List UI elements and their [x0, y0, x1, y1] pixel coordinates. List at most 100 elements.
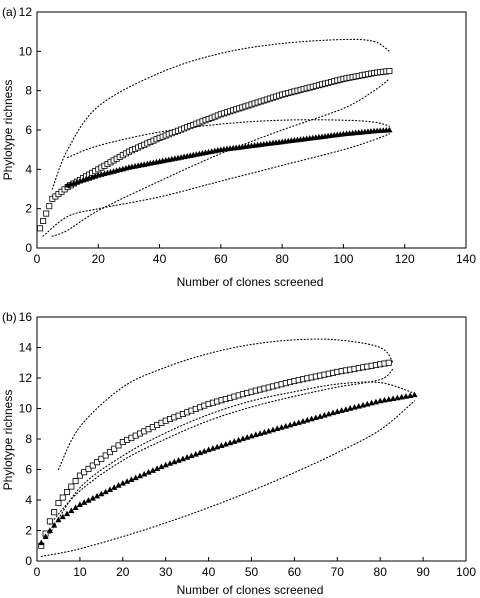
data-point-triangle: [196, 449, 204, 456]
x-tick-label: 140: [456, 252, 476, 266]
data-point-square: [55, 500, 62, 507]
data-point-triangle: [119, 480, 126, 486]
data-point-square: [89, 462, 96, 469]
x-tick-label: 40: [202, 565, 216, 579]
data-point-square: [98, 455, 105, 462]
data-point-triangle: [411, 391, 418, 398]
data-point-square: [51, 509, 58, 516]
data-point-triangle: [192, 451, 199, 457]
x-tick-label: 80: [275, 252, 289, 266]
data-point-triangle: [145, 469, 152, 475]
x-tick-label: 50: [245, 565, 259, 579]
data-point-triangle: [154, 465, 161, 471]
data-point-square: [85, 465, 92, 472]
data-point-triangle: [201, 448, 208, 454]
y-tick-label: 14: [19, 341, 33, 355]
data-point-triangle: [171, 458, 178, 465]
data-point-triangle: [179, 455, 186, 462]
x-tick-label: 10: [73, 565, 87, 579]
x-tick-label: 60: [288, 565, 302, 579]
y-tick-label: 0: [25, 554, 32, 568]
y-tick-label: 12: [19, 371, 33, 385]
data-point-square: [46, 518, 53, 525]
data-point-triangle: [76, 501, 83, 507]
data-point-triangle: [184, 454, 191, 460]
y-tick-label: 8: [25, 432, 32, 446]
confidence-bound-upper-2: [67, 119, 390, 159]
confidence-bound-lower-1: [51, 78, 390, 237]
data-point-square: [115, 442, 122, 449]
y-tick-label: 12: [19, 5, 33, 19]
data-point-triangle: [106, 486, 114, 493]
data-point-square: [102, 452, 109, 459]
data-point-triangle: [175, 457, 182, 463]
data-point-triangle: [162, 461, 169, 468]
data-point-triangle: [42, 533, 49, 539]
panel-b-label: (b): [2, 310, 17, 324]
data-point-triangle: [85, 497, 92, 503]
confidence-bound-lower-2: [40, 400, 416, 557]
panel-b-plot: 0 10 20 30 40 50 60 70 80 90 100 0 2 4 6 8 10 12 14 16: [19, 310, 477, 579]
y-tick-label: 6: [25, 123, 32, 137]
data-point-triangle: [93, 492, 101, 499]
confidence-bound-upper-1: [57, 338, 394, 471]
y-tick-label: 2: [25, 524, 32, 538]
data-point-triangle: [63, 510, 71, 517]
x-tick-label: 80: [374, 565, 388, 579]
panel-b-x-axis-title: Number of clones screened: [177, 583, 324, 597]
data-point-triangle: [98, 490, 105, 497]
data-point-triangle: [132, 474, 139, 481]
y-tick-label: 0: [25, 241, 32, 255]
data-point-square: [43, 210, 50, 217]
confidence-bound-upper-2: [49, 381, 416, 535]
panel-a-x-axis-title: Number of clones screened: [177, 275, 324, 289]
data-point-square: [68, 483, 75, 490]
data-point-triangle: [149, 467, 156, 473]
data-point-square: [81, 469, 88, 476]
data-point-square: [111, 445, 118, 452]
data-point-square: [59, 494, 66, 501]
x-tick-label: 60: [214, 252, 228, 266]
x-tick-label: 30: [159, 565, 173, 579]
data-point-square: [385, 359, 392, 366]
panel-a: (a) 0 20 40 60 80 100 120 140 0 2 4 6 8 10 12 Number o…: [1, 5, 476, 289]
confidence-bound-lower-1: [49, 368, 394, 525]
y-tick-label: 10: [19, 402, 33, 416]
panel-a-label: (a): [2, 5, 17, 19]
x-tick-label: 120: [395, 252, 415, 266]
data-point-triangle: [46, 527, 53, 533]
x-tick-label: 0: [34, 252, 41, 266]
data-point-triangle: [38, 539, 45, 546]
data-point-triangle: [158, 463, 165, 470]
data-point-triangle: [59, 513, 66, 520]
data-point-triangle: [141, 470, 148, 477]
data-point-triangle: [89, 494, 96, 501]
plot-frame: [36, 316, 467, 562]
confidence-bound-upper-1: [51, 38, 390, 190]
data-point-square: [94, 459, 101, 466]
data-point-square: [46, 203, 53, 210]
data-point-triangle: [166, 460, 174, 466]
x-tick-label: 0: [34, 565, 41, 579]
y-tick-label: 16: [19, 310, 33, 324]
data-point-triangle: [136, 472, 144, 479]
y-tick-label: 4: [25, 162, 32, 176]
data-point-triangle: [102, 488, 109, 495]
data-point-triangle: [72, 504, 79, 511]
panel-b: (b) 0 10 20 30 40 50 60 70 80 90 1000246810121416 …: [1, 310, 476, 597]
panel-a-y-axis-title: Phylotype richness: [1, 80, 15, 181]
data-point-square: [72, 478, 79, 485]
y-tick-label: 8: [25, 84, 32, 98]
data-point-triangle: [386, 126, 393, 133]
x-tick-label: 90: [416, 565, 430, 579]
data-point-square: [76, 472, 83, 479]
data-point-triangle: [51, 521, 58, 528]
y-tick-label: 6: [25, 463, 32, 477]
x-tick-label: 20: [116, 565, 130, 579]
x-tick-label: 20: [92, 252, 106, 266]
data-point-triangle: [115, 482, 122, 488]
data-point-triangle: [55, 516, 62, 523]
data-point-triangle: [81, 499, 88, 505]
x-tick-label: 70: [331, 565, 345, 579]
